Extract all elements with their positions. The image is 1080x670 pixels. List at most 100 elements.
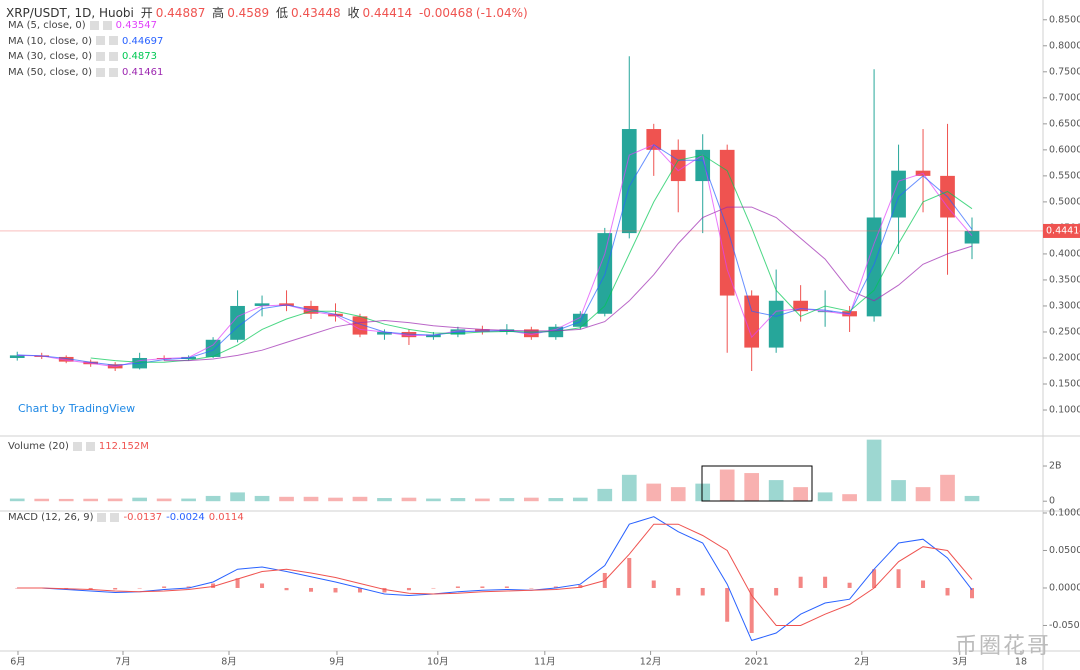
open-value: 0.44887 (155, 6, 206, 20)
histogram-bar (529, 587, 534, 589)
legend-icon[interactable] (109, 67, 119, 77)
high-label: 高 (212, 6, 225, 20)
volume-bar (475, 498, 490, 502)
highlight-box (701, 465, 813, 502)
candle-body (9, 355, 25, 358)
histogram-bar (333, 587, 338, 593)
volume-bar (156, 498, 172, 502)
change-pct: (-1.04%) (475, 6, 528, 20)
histogram-bar (88, 587, 93, 590)
legend-text: MACD (12, 26, 9) (8, 512, 94, 523)
candle-body (426, 334, 441, 338)
candle-body (768, 300, 784, 348)
legend-text: MA (50, close, 0) (8, 67, 93, 79)
y-tick-label: 0 (1049, 496, 1055, 507)
histogram-bar (749, 587, 754, 633)
x-tick-label: 3月 (952, 657, 968, 668)
legend-icon[interactable] (110, 512, 120, 522)
histogram-bar (725, 587, 730, 622)
low-label: 低 (276, 6, 289, 20)
volume-bar (377, 498, 392, 502)
volume-bar (670, 487, 686, 502)
legend-row[interactable]: MA (30, close, 0) 0.4873 (8, 51, 161, 62)
candle-body (205, 339, 221, 357)
legend-row[interactable]: MACD (12, 26, 9) -0.0137 -0.0024 0.0114 (8, 512, 248, 523)
volume-bar (719, 469, 735, 502)
legend-icon[interactable] (96, 36, 106, 46)
legend-text: Volume (20) (8, 441, 69, 452)
histogram-bar (921, 580, 926, 588)
legend-row[interactable]: MA (10, close, 0) 0.44697 (8, 36, 167, 47)
branding[interactable]: Chart by TradingView (18, 402, 136, 415)
candle-body (621, 129, 637, 234)
volume-bar (695, 483, 711, 502)
histogram-bar (504, 586, 509, 588)
volume-bar (426, 498, 441, 502)
legend-icon[interactable] (72, 441, 82, 451)
close-value: 0.44414 (362, 6, 413, 20)
volume-bar (524, 497, 539, 502)
volume-bar (646, 483, 662, 502)
legend-icon[interactable] (109, 51, 119, 61)
low-value: 0.43448 (291, 6, 341, 20)
legend-icon[interactable] (97, 512, 107, 522)
volume-bar (58, 498, 74, 502)
candle-body (744, 295, 760, 348)
histogram-bar (260, 583, 265, 588)
histogram-bar (235, 578, 240, 588)
histogram-bar (578, 584, 583, 588)
volume-bar (548, 498, 564, 502)
volume-bar (34, 498, 50, 502)
title[interactable]: XRP/USDT, 1D, Huobi (6, 6, 134, 20)
volume-bar (572, 497, 588, 502)
volume-bar (352, 496, 368, 502)
legend-icon[interactable] (102, 20, 112, 30)
legend-text: -0.0137 (123, 512, 163, 523)
histogram-bar (823, 576, 828, 588)
x-tick-label: 12月 (640, 657, 662, 668)
histogram-bar (162, 586, 167, 588)
candle-body (964, 231, 980, 244)
volume-bar (83, 498, 99, 502)
volume-bar (9, 498, 25, 502)
histogram-bar (896, 569, 901, 588)
watermark: 币圈花哥 (955, 634, 1052, 659)
legend-icon[interactable] (89, 20, 99, 30)
legend-icon[interactable] (96, 67, 106, 77)
histogram-bar (847, 582, 852, 588)
histogram-bar (431, 587, 436, 589)
legend-row[interactable]: MA (50, close, 0) 0.41461 (8, 67, 167, 78)
legend-icon[interactable] (85, 441, 95, 451)
price-badge-label: 0.44414 (1046, 225, 1080, 236)
histogram-bar (553, 586, 558, 588)
y-tick-label: 2B (1049, 461, 1062, 472)
legend-text: 0.43547 (115, 20, 158, 31)
candle-body (58, 356, 74, 362)
histogram-bar (970, 587, 975, 599)
volume-bar (205, 495, 221, 502)
histogram-bar (309, 587, 314, 592)
legend-row[interactable]: MA (5, close, 0) 0.43547 (8, 20, 161, 31)
legend-icon[interactable] (96, 51, 106, 61)
legend-icon[interactable] (109, 36, 119, 46)
legend-row[interactable]: Volume (20) 112.152M (8, 441, 153, 452)
volume-bar (499, 498, 515, 502)
candle-body (719, 149, 735, 296)
volume-bar (254, 495, 270, 502)
legend-text: MA (30, close, 0) (8, 51, 93, 63)
candle-body (646, 129, 662, 150)
histogram-bar (798, 576, 803, 588)
volume-bar (132, 497, 147, 502)
histogram-bar (137, 587, 142, 589)
histogram-bar (872, 569, 877, 588)
legend-text: 0.44697 (122, 35, 164, 47)
volume-bar (866, 439, 882, 502)
candle-body (254, 303, 270, 306)
